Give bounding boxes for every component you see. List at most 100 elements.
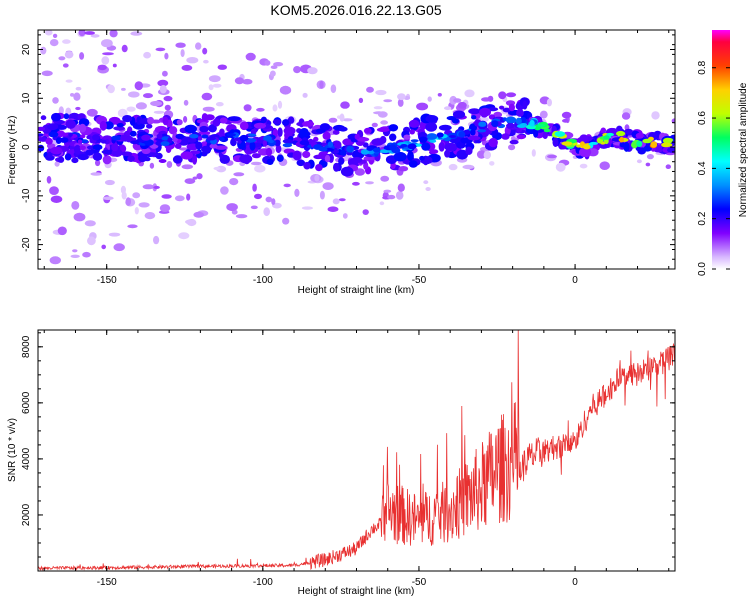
spectrum-blob xyxy=(45,30,53,36)
spectrum-blob xyxy=(234,77,244,85)
spectrum-blob xyxy=(87,236,96,246)
spectrum-blob xyxy=(73,92,81,101)
spectrum-peak xyxy=(515,117,522,125)
spectrum-peak xyxy=(100,139,107,144)
spectrum-peak xyxy=(491,120,499,128)
spectrum-peak xyxy=(189,134,199,139)
spectrum-blob xyxy=(425,115,439,123)
spectrum-blob xyxy=(358,97,364,103)
spectrum-blob xyxy=(438,142,445,152)
spectrum-peak xyxy=(156,133,163,140)
spectrum-blob xyxy=(229,178,239,186)
spectrum-blob xyxy=(315,164,323,172)
y-tick-label: -20 xyxy=(21,237,32,252)
spectrum-blob xyxy=(423,180,429,185)
colorbar-tick-label: 0.8 xyxy=(697,60,708,74)
spectrum-peak xyxy=(175,133,185,140)
colorbar-tick-label: 0.0 xyxy=(697,262,708,276)
spectrum-blob xyxy=(117,108,128,118)
spectrum-blob xyxy=(201,113,208,122)
spectrum-blob xyxy=(287,116,295,124)
spectrum-blob xyxy=(338,157,345,165)
spectrum-blob xyxy=(302,121,315,127)
spectrum-peak xyxy=(144,139,154,146)
spectrum-blob xyxy=(58,106,64,115)
spectrum-blob xyxy=(256,107,265,112)
spectrum-blob xyxy=(198,131,211,135)
spectrum-blob xyxy=(464,89,475,98)
spectrum-blob xyxy=(172,155,183,164)
spectrum-blob xyxy=(315,128,326,134)
spectrum-blob xyxy=(215,102,224,107)
snr-frame xyxy=(37,329,676,572)
spectrum-blob xyxy=(79,52,85,60)
spectrum-blob xyxy=(202,47,208,55)
spectrum-blob xyxy=(389,133,397,142)
spectrum-blob xyxy=(99,120,107,131)
spectrum-blob xyxy=(332,129,340,135)
snr-y-label: SNR (10 * v/v) xyxy=(7,418,18,482)
spectrum-blob xyxy=(270,70,276,77)
spectrum-peak xyxy=(92,134,100,141)
spectrum-peak xyxy=(606,132,614,137)
spectrum-peak xyxy=(333,149,339,154)
spectrum-blob xyxy=(276,154,284,162)
spectrum-peak xyxy=(262,140,268,147)
spectrum-blob xyxy=(339,113,345,122)
spectrum-blob xyxy=(127,224,138,229)
spectrum-blob xyxy=(266,158,274,165)
spectrum-peak xyxy=(263,135,272,142)
spectrum-blob xyxy=(122,115,133,123)
spectrum-blob xyxy=(49,256,61,265)
spectrum-peak xyxy=(218,136,225,142)
spectrum-blob xyxy=(186,193,191,201)
spectrum-blob xyxy=(184,124,197,134)
spectrum-peak xyxy=(400,144,408,148)
colorbar-ticks: 0.0 0.2 0.4 0.6 0.8 xyxy=(697,60,730,276)
spectrum-peak xyxy=(77,139,83,144)
spectrum-blob xyxy=(84,220,96,227)
spectrum-peak xyxy=(665,143,673,147)
spectrum-blob xyxy=(483,150,491,160)
spectrum-blob xyxy=(215,145,228,150)
spectrum-blob xyxy=(427,96,432,102)
spectrogram-y-ticks: -20 -10 0 10 20 xyxy=(21,34,675,270)
spectrum-peak xyxy=(80,134,86,139)
spectrum-blob xyxy=(499,105,505,110)
spectrum-peak xyxy=(619,136,624,143)
spectrum-peak xyxy=(436,132,444,138)
spectrum-blob xyxy=(159,204,171,213)
spectrum-blob xyxy=(64,153,72,161)
spectrum-blob xyxy=(330,84,337,93)
spectrum-peak xyxy=(379,149,391,154)
y-tick-label: 8000 xyxy=(21,335,32,358)
x-tick-label: -50 xyxy=(412,275,427,286)
spectrum-blob xyxy=(342,213,348,219)
spectrum-peak xyxy=(448,135,457,138)
spectrum-peak xyxy=(529,119,535,127)
spectrogram-x-ticks: -150 -100 -50 0 xyxy=(43,30,670,286)
spectrum-peak xyxy=(537,124,545,128)
spectrum-blob xyxy=(101,56,110,65)
spectrum-blob xyxy=(419,155,425,161)
spectrum-blob xyxy=(275,144,282,154)
spectrum-blob xyxy=(40,115,47,121)
spectrum-blob xyxy=(220,186,229,195)
snr-x-ticks: -150 -100 -50 0 xyxy=(43,330,670,588)
spectrum-blob xyxy=(271,198,276,206)
spectrum-blob xyxy=(322,131,331,140)
spectrum-blob xyxy=(516,109,524,117)
spectrum-blob xyxy=(272,104,278,112)
spectrum-blob xyxy=(130,31,143,36)
spectrum-peak xyxy=(419,136,428,143)
spectrum-peak xyxy=(554,131,566,137)
y-tick-label: 6000 xyxy=(21,391,32,414)
spectrum-blob xyxy=(452,110,466,119)
spectrum-blob xyxy=(163,95,173,102)
spectrum-blob xyxy=(63,113,70,120)
spectrum-blob xyxy=(112,63,117,68)
spectrum-blob xyxy=(488,137,498,148)
spectrum-blob xyxy=(86,108,98,117)
spectrum-blob xyxy=(273,61,284,67)
spectrum-blob xyxy=(174,143,182,149)
